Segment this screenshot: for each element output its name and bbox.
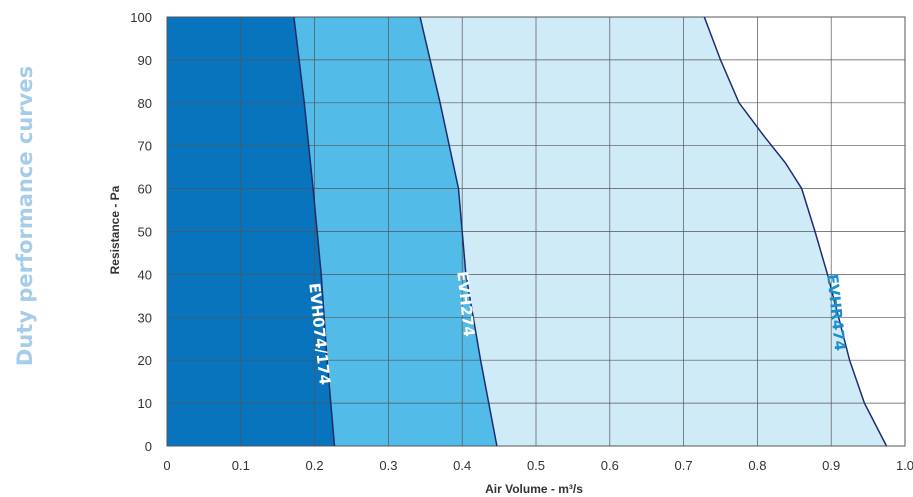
ticks-layer: 0 0.1 0.2 0.3 0.4 0.5 0.6 0.7 0.8 0.9 1.0 0 10 20 30 40… [130, 10, 913, 473]
x-tick-label: 0.2 [306, 458, 324, 473]
x-tick-label: 0 [163, 458, 170, 473]
x-tick-label: 0.1 [232, 458, 250, 473]
curve-line-2 [419, 16, 498, 447]
y-tick-label: 0 [145, 439, 152, 454]
x-tick-label: 0.9 [822, 458, 840, 473]
y-tick-label: 80 [138, 96, 152, 111]
y-tick-label: 90 [138, 53, 152, 68]
y-tick-label: 100 [130, 10, 152, 25]
y-tick-label: 60 [138, 182, 152, 197]
y-tick-label: 40 [138, 267, 152, 282]
side-title-text: Duty performance curves [13, 66, 37, 366]
x-tick-label: 0.7 [675, 458, 693, 473]
y-axis-label: Resistance - Pa [108, 185, 122, 274]
y-tick-label: 50 [138, 225, 152, 240]
x-tick-label: 0.5 [527, 458, 545, 473]
x-tick-label: 1.0 [896, 458, 913, 473]
y-tick-label: 10 [138, 396, 152, 411]
x-tick-label: 0.4 [453, 458, 471, 473]
y-tick-label: 30 [138, 310, 152, 325]
x-tick-label: 0.8 [748, 458, 766, 473]
curves-layer [293, 16, 888, 447]
side-title: Duty performance curves [13, 66, 37, 366]
x-axis-label: Air Volume - m³/s [485, 482, 583, 496]
y-tick-label: 70 [138, 139, 152, 154]
curve-line-1 [293, 16, 336, 447]
x-tick-label: 0.3 [379, 458, 397, 473]
x-tick-label: 0.6 [601, 458, 619, 473]
curve-line-3 [703, 16, 888, 447]
plot-border [166, 16, 906, 447]
y-tick-label: 20 [138, 353, 152, 368]
